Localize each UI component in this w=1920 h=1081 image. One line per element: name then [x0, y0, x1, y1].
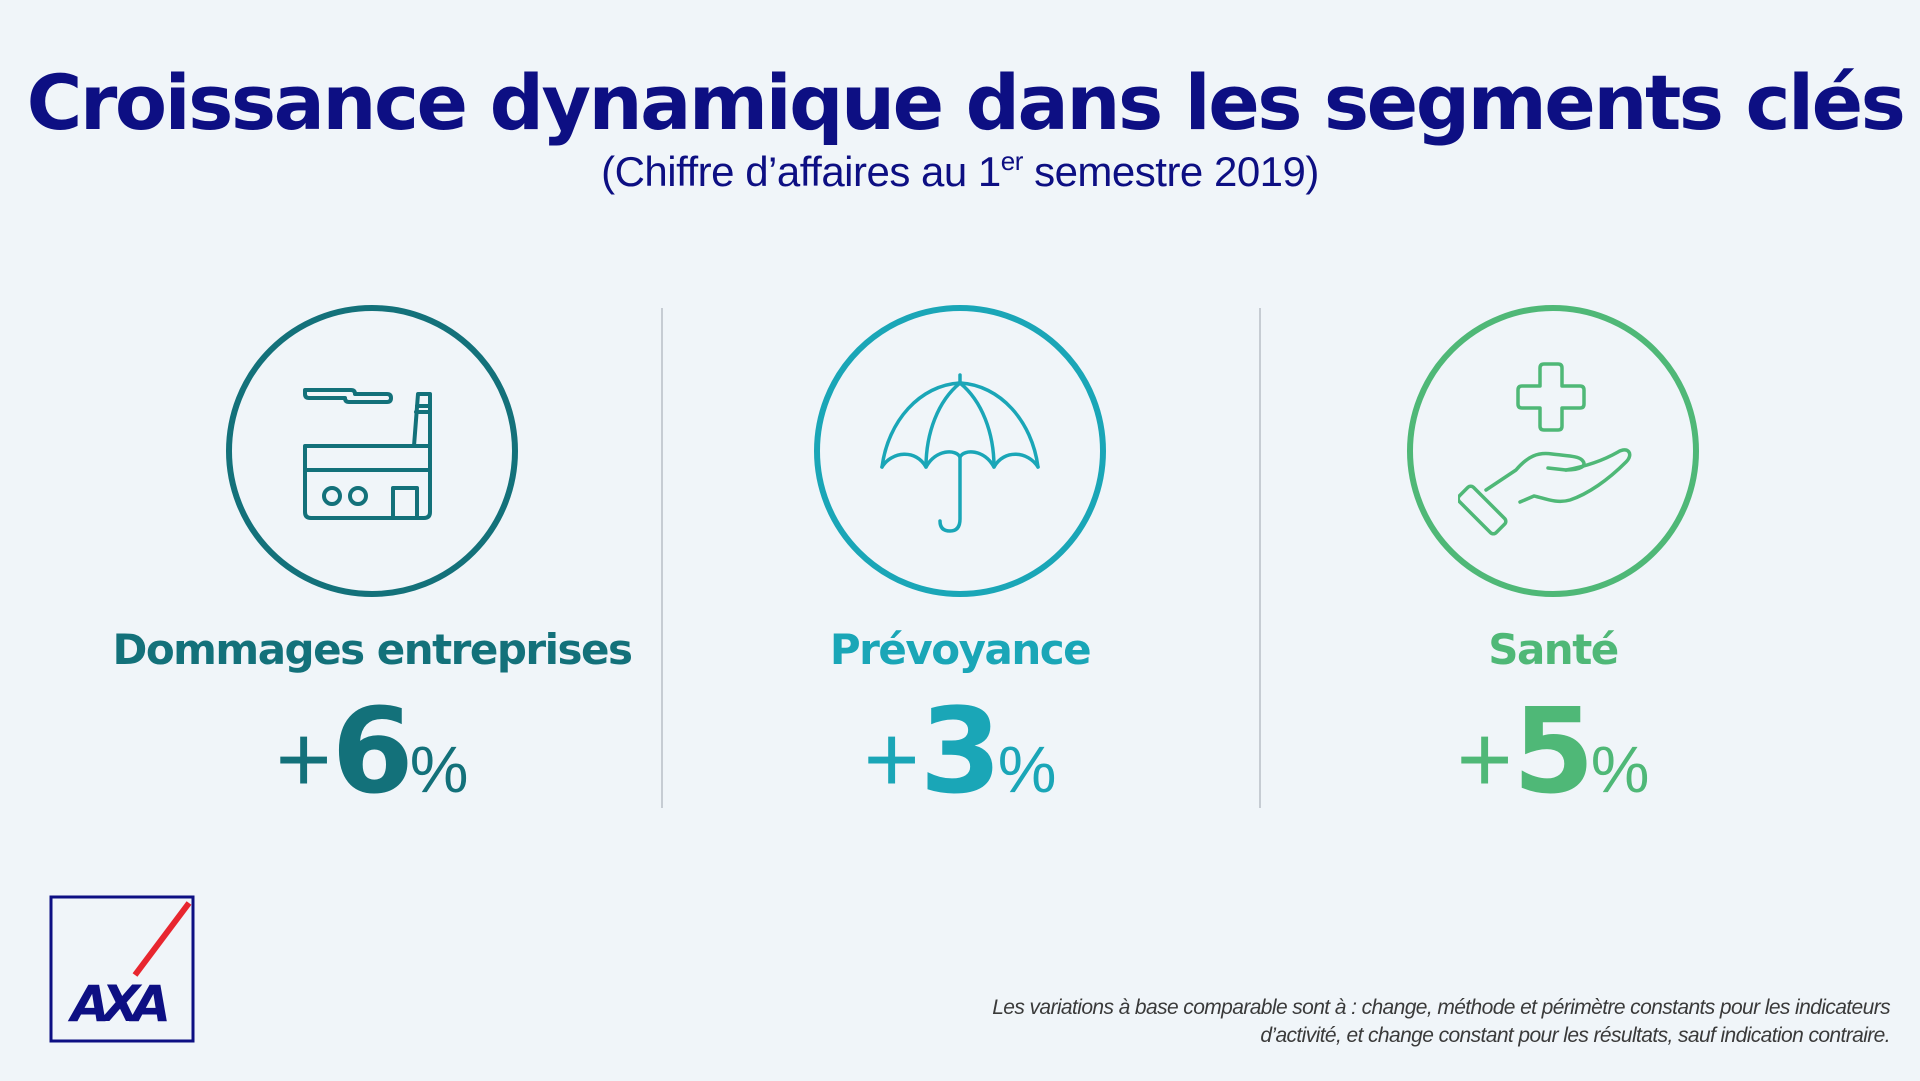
growth-value: 6	[331, 682, 414, 820]
growth-value: 5	[1512, 682, 1595, 820]
growth-sign: +	[275, 706, 332, 813]
icon-circle	[814, 305, 1106, 597]
footnote-line: Les variations à base comparable sont à …	[992, 996, 1890, 1019]
segment-dommages-entreprises: Dommages entreprises +6%	[92, 305, 652, 810]
segment-name: Dommages entreprises	[112, 625, 633, 674]
logo-red-slash	[132, 901, 192, 977]
logo-frame	[49, 895, 195, 1043]
growth-unit: %	[409, 732, 469, 806]
page-title: Croissance dynamique dans les segments c…	[26, 58, 1906, 147]
segment-growth: +3%	[680, 692, 1240, 810]
segment-name: Prévoyance	[829, 625, 1092, 674]
growth-sign: +	[863, 706, 920, 813]
growth-sign: +	[1456, 706, 1513, 813]
footnote-line: d’activité, et change constant pour les …	[1260, 1024, 1890, 1047]
growth-unit: %	[997, 732, 1057, 806]
icon-circle	[226, 305, 518, 597]
segment-prevoyance: Prévoyance +3%	[680, 305, 1240, 810]
segment-growth: +5%	[1273, 692, 1833, 810]
growth-value: 3	[919, 682, 1002, 820]
footnote: Les variations à base comparable sont à …	[790, 994, 1890, 1050]
subtitle-text-end: semestre 2019)	[1022, 148, 1319, 195]
factory-icon	[303, 388, 432, 520]
divider	[1259, 308, 1261, 808]
icon-circle	[1407, 305, 1699, 597]
hand-medical-cross-icon	[1458, 362, 1632, 536]
subtitle-superscript: er	[1000, 146, 1024, 176]
subtitle-text: (Chiffre d’affaires au 1	[601, 148, 1001, 195]
logo-text: AXA	[67, 975, 167, 1033]
umbrella-icon	[880, 373, 1040, 533]
divider	[661, 308, 663, 808]
page-subtitle: (Chiffre d’affaires au 1er semestre 2019…	[0, 146, 1920, 196]
axa-logo: AXA	[49, 895, 195, 1043]
segment-growth: +6%	[92, 692, 652, 810]
segment-sante: Santé +5%	[1273, 305, 1833, 810]
growth-unit: %	[1590, 732, 1650, 806]
segment-name: Santé	[1488, 625, 1619, 674]
